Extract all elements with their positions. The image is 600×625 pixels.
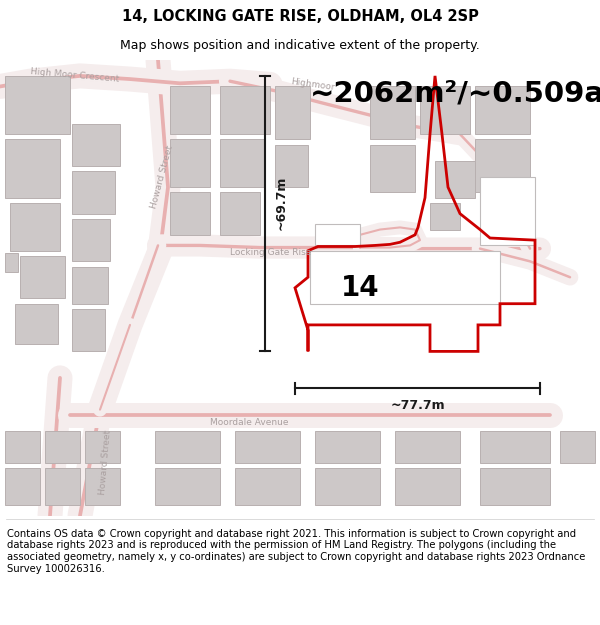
Polygon shape [72,309,105,351]
Polygon shape [480,431,550,462]
Text: ~2062m²/~0.509ac.: ~2062m²/~0.509ac. [310,80,600,108]
Text: ~77.7m: ~77.7m [390,399,445,412]
Polygon shape [15,304,58,344]
Polygon shape [420,86,470,134]
Polygon shape [220,139,265,187]
Polygon shape [480,468,550,505]
Polygon shape [72,219,110,261]
Polygon shape [315,431,380,462]
Polygon shape [20,256,65,298]
Text: High Moor Crescent: High Moor Crescent [30,68,119,84]
Text: Contains OS data © Crown copyright and database right 2021. This information is : Contains OS data © Crown copyright and d… [7,529,586,574]
Polygon shape [435,161,475,198]
Polygon shape [220,192,260,235]
Text: ~69.7m: ~69.7m [275,176,288,230]
Polygon shape [370,145,415,192]
Text: Howard Street: Howard Street [149,144,175,209]
Polygon shape [475,139,530,192]
Polygon shape [310,251,500,304]
Polygon shape [235,431,300,462]
Text: Locking Gate Rise: Locking Gate Rise [230,248,311,258]
Polygon shape [85,468,120,505]
Polygon shape [10,203,60,251]
Polygon shape [370,86,415,139]
Polygon shape [475,86,530,134]
Polygon shape [170,139,210,187]
Polygon shape [220,86,270,134]
Polygon shape [395,431,460,462]
Text: Highmoor: Highmoor [290,77,335,92]
Polygon shape [560,431,595,462]
Polygon shape [45,468,80,505]
Polygon shape [235,468,300,505]
Polygon shape [5,76,70,134]
Polygon shape [45,431,80,462]
Text: 14: 14 [341,274,379,302]
Polygon shape [430,203,460,229]
Polygon shape [5,431,40,462]
Polygon shape [315,224,360,246]
Polygon shape [315,468,380,505]
Polygon shape [170,86,210,134]
Polygon shape [5,139,60,198]
Polygon shape [395,468,460,505]
Text: Howard Street: Howard Street [98,430,112,496]
Text: Map shows position and indicative extent of the property.: Map shows position and indicative extent… [120,39,480,52]
Polygon shape [5,468,40,505]
Polygon shape [85,431,120,462]
Polygon shape [72,124,120,166]
Polygon shape [275,86,310,139]
Polygon shape [72,171,115,214]
Polygon shape [72,267,108,304]
Polygon shape [155,468,220,505]
Polygon shape [275,145,308,187]
Polygon shape [5,253,18,272]
Text: Moordale Avenue: Moordale Avenue [210,418,289,427]
Polygon shape [480,176,535,246]
Text: 14, LOCKING GATE RISE, OLDHAM, OL4 2SP: 14, LOCKING GATE RISE, OLDHAM, OL4 2SP [122,9,478,24]
Polygon shape [170,192,210,235]
Polygon shape [155,431,220,462]
